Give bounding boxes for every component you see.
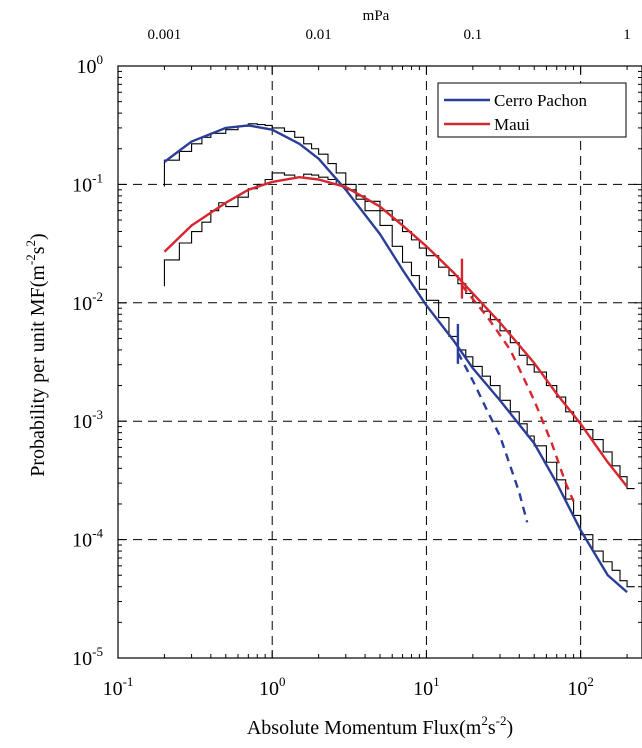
legend-box [437, 82, 627, 138]
histogram-maui [163, 172, 635, 490]
grid-lines [118, 66, 642, 658]
dashed-extension-maui [461, 284, 575, 502]
x-tick-label: 100 [259, 674, 286, 700]
top-axis-title: mPa [363, 8, 390, 24]
x-tick-label: 10-1 [103, 674, 134, 700]
y-tick-label: 10-2 [72, 289, 103, 315]
fit-line-cerro-pachon [163, 124, 628, 594]
histograms [163, 123, 635, 588]
x-axis-title: Absolute Momentum Flux(m2s-2) [247, 713, 513, 739]
y-tick-label: 10-4 [72, 526, 103, 552]
fit-curves [163, 124, 628, 594]
top-tick-label: 1 [623, 27, 631, 43]
legend-label-cerro-pachon: Cerro Pachon [494, 91, 588, 110]
dashed-extension-cerro-pachon [456, 351, 529, 523]
histogram-cerro-pachon [163, 123, 635, 588]
axes: 10-1 100 101 102 10-5 10-4 10-3 10-2 10-1 100 0.00… [72, 27, 642, 700]
top-tick-label: 0.001 [148, 27, 182, 43]
legend-label-maui: Maui [494, 115, 530, 134]
y-tick-label: 10-3 [72, 407, 103, 433]
legend: Cerro Pachon Maui [437, 82, 627, 138]
top-tick-label: 0.1 [463, 27, 482, 43]
y-axis-title: Probability per unit MF(m-2s2) [23, 233, 49, 476]
y-tick-label: 10-5 [72, 644, 103, 670]
y-tick-label: 10-1 [72, 170, 103, 196]
top-tick-label: 0.01 [306, 27, 332, 43]
x-tick-label: 101 [413, 674, 440, 700]
y-tick-label: 100 [77, 52, 104, 78]
plot-frame [117, 65, 642, 659]
fit-line-maui [163, 176, 628, 488]
x-tick-label: 102 [567, 674, 594, 700]
